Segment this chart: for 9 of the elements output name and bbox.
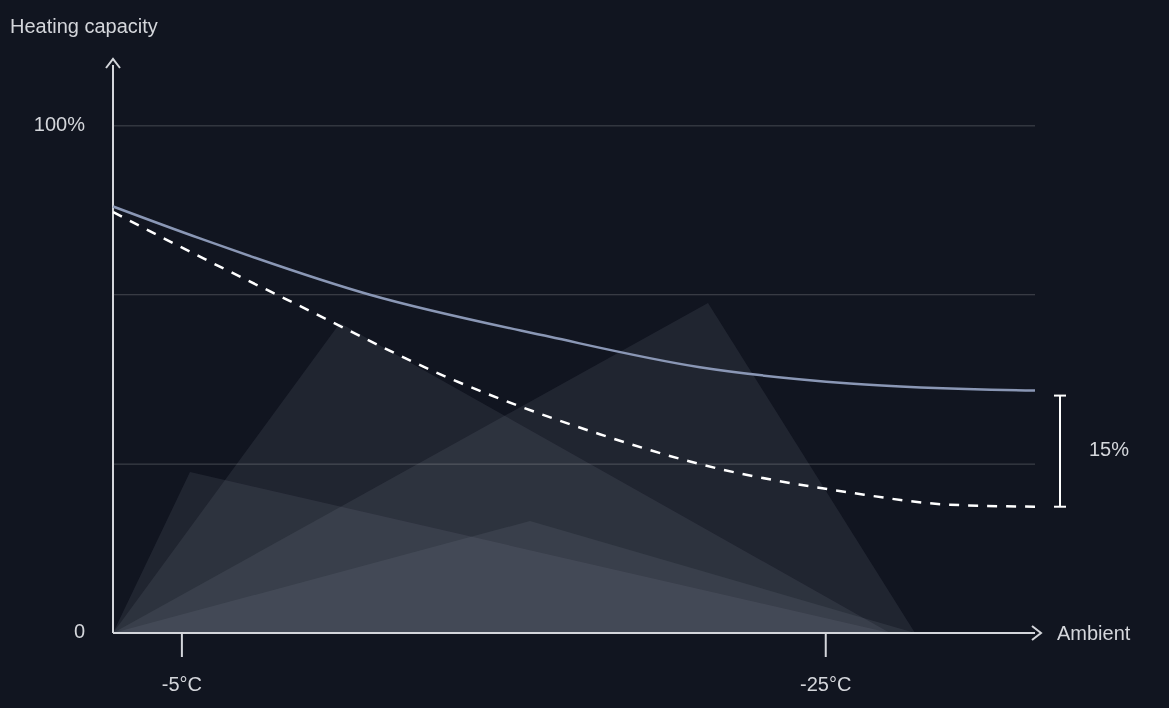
x-tick-label: -25°C: [800, 673, 852, 695]
y-tick-label: 100%: [33, 113, 86, 136]
y-tick-label: 0: [73, 620, 85, 643]
line-series: [111, 205, 1037, 392]
text: 15%: [1089, 438, 1130, 461]
x-tick-label: -5°C: [161, 673, 203, 695]
line-series: [111, 210, 1037, 508]
y-axis-title: Heating capacity: [10, 15, 158, 37]
x-axis-title: Ambient: [1057, 622, 1131, 644]
